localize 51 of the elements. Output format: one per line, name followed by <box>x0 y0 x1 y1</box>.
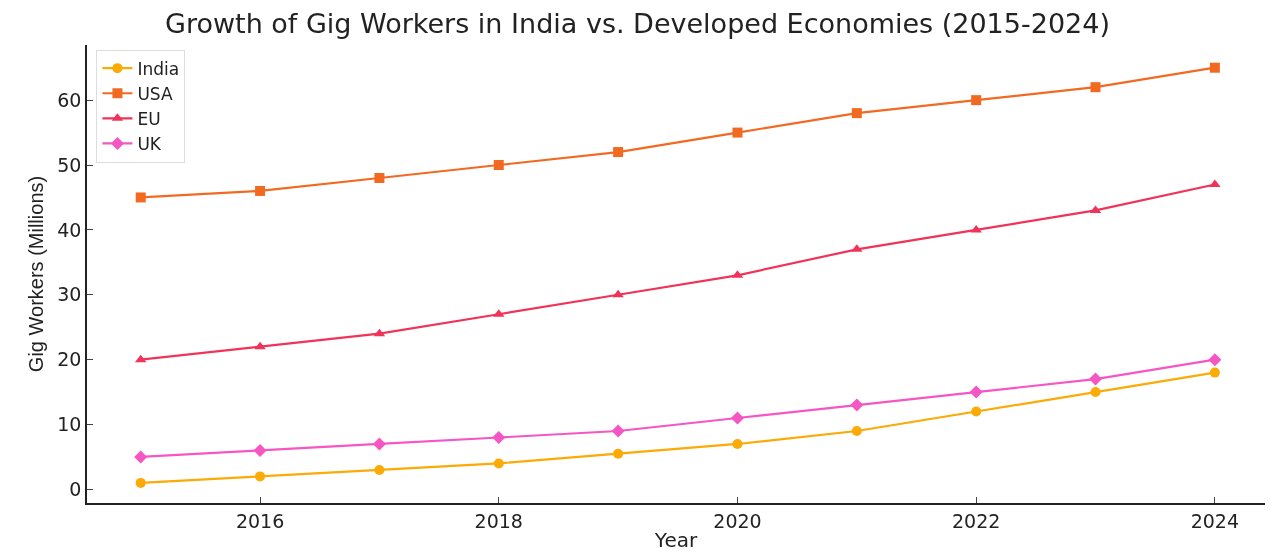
x-tick-label: 2022 <box>951 509 1001 532</box>
point <box>613 147 624 158</box>
point <box>135 192 146 203</box>
point <box>1208 353 1222 367</box>
point <box>1089 372 1103 386</box>
y-tick-label: 0 <box>69 478 82 501</box>
y-tick-label: 20 <box>57 348 82 371</box>
y-tick-label: 10 <box>57 413 82 436</box>
y-tick-label: 60 <box>57 88 82 111</box>
y-tick-label: 30 <box>57 283 82 306</box>
point <box>611 424 625 438</box>
point <box>374 172 385 183</box>
point <box>971 406 982 417</box>
point <box>971 95 982 106</box>
point <box>255 471 266 482</box>
point <box>492 430 506 444</box>
point <box>612 289 624 298</box>
point <box>493 160 504 171</box>
point <box>851 425 862 436</box>
legend-label: India <box>137 58 180 79</box>
point <box>253 443 267 457</box>
x-tick-label: 2020 <box>713 509 762 532</box>
x-tick-label: 2024 <box>1190 509 1240 532</box>
point <box>732 127 743 138</box>
point <box>1209 62 1220 73</box>
point <box>372 437 386 451</box>
point <box>493 458 504 469</box>
point <box>135 477 146 488</box>
point <box>969 385 983 399</box>
x-tick-label: 2016 <box>235 509 285 532</box>
legend-label: EU <box>137 108 161 129</box>
point <box>374 464 385 475</box>
point <box>732 438 743 449</box>
point <box>255 185 266 196</box>
point <box>730 411 744 425</box>
point <box>1209 367 1220 378</box>
point <box>850 398 864 412</box>
legend-label: UK <box>137 134 162 155</box>
y-tick-label: 50 <box>57 153 82 176</box>
y-tick-label: 40 <box>57 218 82 241</box>
x-axis-title: Year <box>653 527 698 552</box>
point <box>851 108 862 119</box>
y-axis-title: Gig Workers (Millions) <box>25 175 48 373</box>
legend-label: USA <box>137 83 173 104</box>
chart-title: Growth of Gig Workers in India vs. Developed Economies (2015-2024) <box>165 7 1110 39</box>
point <box>613 448 624 459</box>
point <box>1090 387 1101 398</box>
point <box>134 450 148 464</box>
x-tick-label: 2018 <box>474 509 523 532</box>
point <box>254 341 266 350</box>
point <box>1090 82 1101 93</box>
